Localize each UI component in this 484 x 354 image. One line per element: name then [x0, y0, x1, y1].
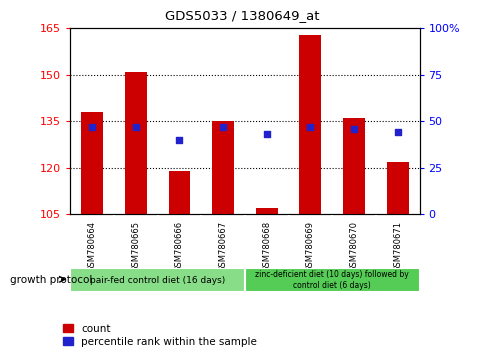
- Text: zinc-deficient diet (10 days) followed by
control diet (6 days): zinc-deficient diet (10 days) followed b…: [255, 270, 408, 290]
- Bar: [70, 268, 244, 292]
- Point: [219, 124, 227, 130]
- Legend: count, percentile rank within the sample: count, percentile rank within the sample: [63, 324, 257, 347]
- Text: pair-fed control diet (16 days): pair-fed control diet (16 days): [90, 275, 225, 285]
- Text: GSM780671: GSM780671: [393, 221, 401, 272]
- Bar: [342, 118, 364, 214]
- Bar: [168, 171, 190, 214]
- Bar: [244, 268, 419, 292]
- Text: GSM780664: GSM780664: [88, 221, 96, 272]
- Text: GSM780670: GSM780670: [349, 221, 358, 272]
- Point: [349, 126, 357, 131]
- Bar: [255, 208, 277, 214]
- Bar: [212, 121, 233, 214]
- Text: GSM780666: GSM780666: [175, 221, 183, 272]
- Text: GSM780665: GSM780665: [131, 221, 140, 272]
- Bar: [124, 72, 146, 214]
- Point: [306, 124, 314, 130]
- Point: [132, 124, 139, 130]
- Text: GDS5033 / 1380649_at: GDS5033 / 1380649_at: [165, 9, 319, 22]
- Text: GSM780668: GSM780668: [262, 221, 271, 272]
- Bar: [386, 161, 408, 214]
- Text: GSM780667: GSM780667: [218, 221, 227, 272]
- Point: [88, 124, 96, 130]
- Text: GSM780669: GSM780669: [305, 221, 314, 272]
- Point: [393, 130, 401, 135]
- Bar: [81, 112, 103, 214]
- Bar: [299, 35, 320, 214]
- Text: growth protocol: growth protocol: [10, 275, 92, 285]
- Point: [262, 131, 270, 137]
- Point: [175, 137, 183, 143]
